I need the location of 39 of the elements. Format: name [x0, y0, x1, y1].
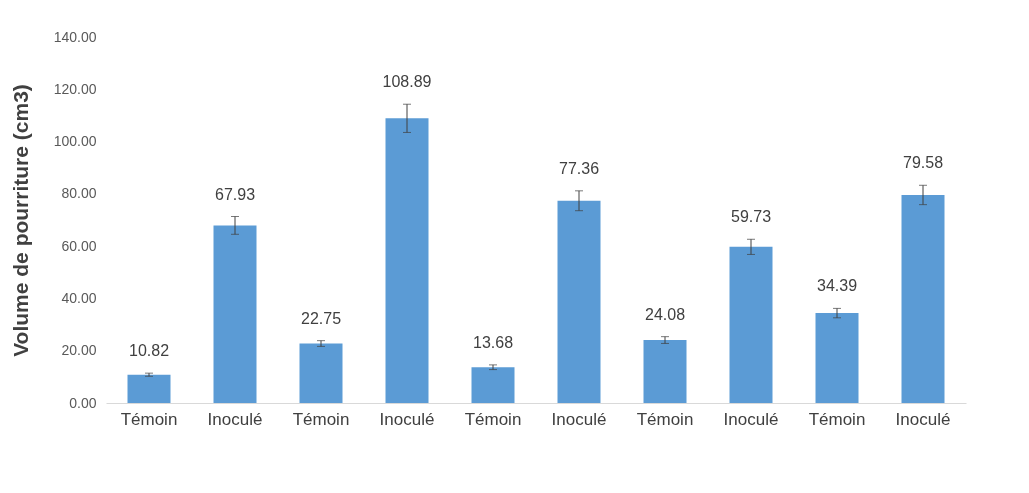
bar: [557, 200, 601, 403]
bar: [213, 225, 257, 403]
x-tick-label: Témoin: [464, 409, 522, 429]
data-label: 59.73: [730, 208, 772, 226]
bar: [643, 340, 687, 403]
y-tick-label: 140.00: [53, 28, 97, 45]
x-tick-label: Témoin: [120, 409, 178, 429]
data-label: 13.68: [472, 333, 514, 351]
data-label: 24.08: [644, 305, 686, 323]
y-axis-title: Volume de pourriture (cm3): [8, 84, 32, 357]
y-tick-label: 80.00: [61, 185, 97, 202]
data-label: 77.36: [558, 159, 600, 177]
x-tick-label: Inoculé: [379, 409, 435, 429]
y-tick-label: 100.00: [53, 133, 97, 150]
x-tick-label: Inoculé: [895, 409, 951, 429]
bar: [729, 246, 773, 403]
bar: [815, 313, 859, 403]
data-label: 67.93: [214, 185, 256, 203]
data-label: 34.39: [816, 277, 858, 295]
x-tick-label: Inoculé: [207, 409, 263, 429]
x-tick-label: Inoculé: [551, 409, 607, 429]
y-tick-label: 0.00: [69, 394, 97, 411]
data-label: 79.58: [902, 154, 944, 172]
data-label: 108.89: [382, 73, 432, 91]
data-label: 10.82: [128, 342, 170, 360]
bar: [901, 194, 945, 403]
y-tick-label: 40.00: [61, 289, 97, 306]
bar: [471, 367, 515, 403]
data-label: 22.75: [300, 309, 342, 327]
y-tick-label: 120.00: [53, 80, 97, 97]
bar: [385, 118, 429, 403]
x-tick-label: Témoin: [636, 409, 694, 429]
bar: [299, 343, 343, 403]
x-tick-label: Témoin: [808, 409, 866, 429]
bar: [127, 374, 171, 403]
y-tick-label: 60.00: [61, 237, 97, 254]
y-tick-label: 20.00: [61, 342, 97, 359]
x-tick-label: Témoin: [292, 409, 350, 429]
x-tick-label: Inoculé: [723, 409, 779, 429]
